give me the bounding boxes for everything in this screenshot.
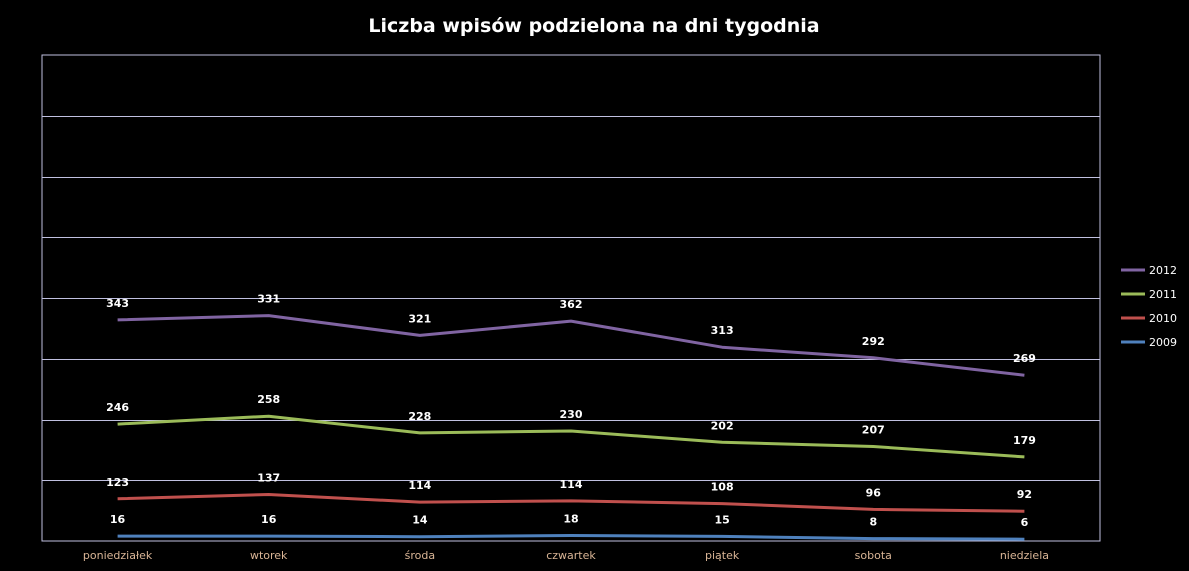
legend-entry-2010: 2010 xyxy=(1149,312,1177,325)
data-label-2011: 246 xyxy=(106,401,129,414)
data-label-2009: 18 xyxy=(563,513,578,526)
x-tick-label: czwartek xyxy=(546,549,596,562)
legend-entry-2012: 2012 xyxy=(1149,264,1177,277)
legend-entry-2009: 2009 xyxy=(1149,336,1177,349)
x-tick-label: środa xyxy=(405,549,435,562)
data-label-2012: 292 xyxy=(862,335,885,348)
data-label-2012: 313 xyxy=(711,324,734,337)
x-tick-label: wtorek xyxy=(250,549,288,562)
data-label-2012: 343 xyxy=(106,297,129,310)
data-label-2011: 207 xyxy=(862,424,885,437)
data-label-2012: 362 xyxy=(560,298,583,311)
data-label-2012: 331 xyxy=(257,293,280,306)
data-label-2012: 321 xyxy=(408,312,431,325)
data-label-2009: 16 xyxy=(110,513,126,526)
x-axis-tick-labels: poniedziałek wtorek środa czwartek piątek sob… xyxy=(83,549,1049,562)
data-label-2010: 108 xyxy=(711,481,734,494)
data-labels: 343 331 321 362 313 292 269 246 258 228 230 202 207 1… xyxy=(106,293,1036,530)
x-tick-label: niedziela xyxy=(1000,549,1049,562)
data-label-2010: 114 xyxy=(408,479,431,492)
series-lines xyxy=(117,314,1025,541)
x-tick-label: sobota xyxy=(855,549,892,562)
data-label-2011: 202 xyxy=(711,419,734,432)
data-label-2009: 8 xyxy=(869,516,877,529)
data-label-2010: 123 xyxy=(106,476,129,489)
data-label-2009: 16 xyxy=(261,513,277,526)
data-label-2010: 137 xyxy=(257,472,280,485)
data-label-2011: 230 xyxy=(560,408,583,421)
data-label-2011: 258 xyxy=(257,393,280,406)
series-line-2012 xyxy=(117,314,1025,377)
data-label-2010: 114 xyxy=(560,478,583,491)
data-label-2009: 15 xyxy=(714,513,729,526)
data-label-2011: 228 xyxy=(408,410,431,423)
legend-entry-2011: 2011 xyxy=(1149,288,1177,301)
chart-title: Liczba wpisów podzielona na dni tygodnia xyxy=(368,15,819,37)
data-label-2010: 96 xyxy=(866,486,882,499)
data-label-2010: 92 xyxy=(1017,488,1032,501)
data-label-2009: 14 xyxy=(412,514,428,527)
data-label-2012: 269 xyxy=(1013,352,1036,365)
data-label-2011: 179 xyxy=(1013,434,1036,447)
x-tick-label: poniedziałek xyxy=(83,549,153,562)
x-tick-label: piątek xyxy=(705,549,740,562)
legend: 2012 2011 2010 2009 xyxy=(1121,264,1177,349)
series-line-2009 xyxy=(117,534,1025,541)
series-line-2011 xyxy=(117,414,1025,459)
gridlines xyxy=(42,116,1100,481)
data-label-2009: 6 xyxy=(1021,516,1029,529)
series-line-2010 xyxy=(117,493,1025,513)
